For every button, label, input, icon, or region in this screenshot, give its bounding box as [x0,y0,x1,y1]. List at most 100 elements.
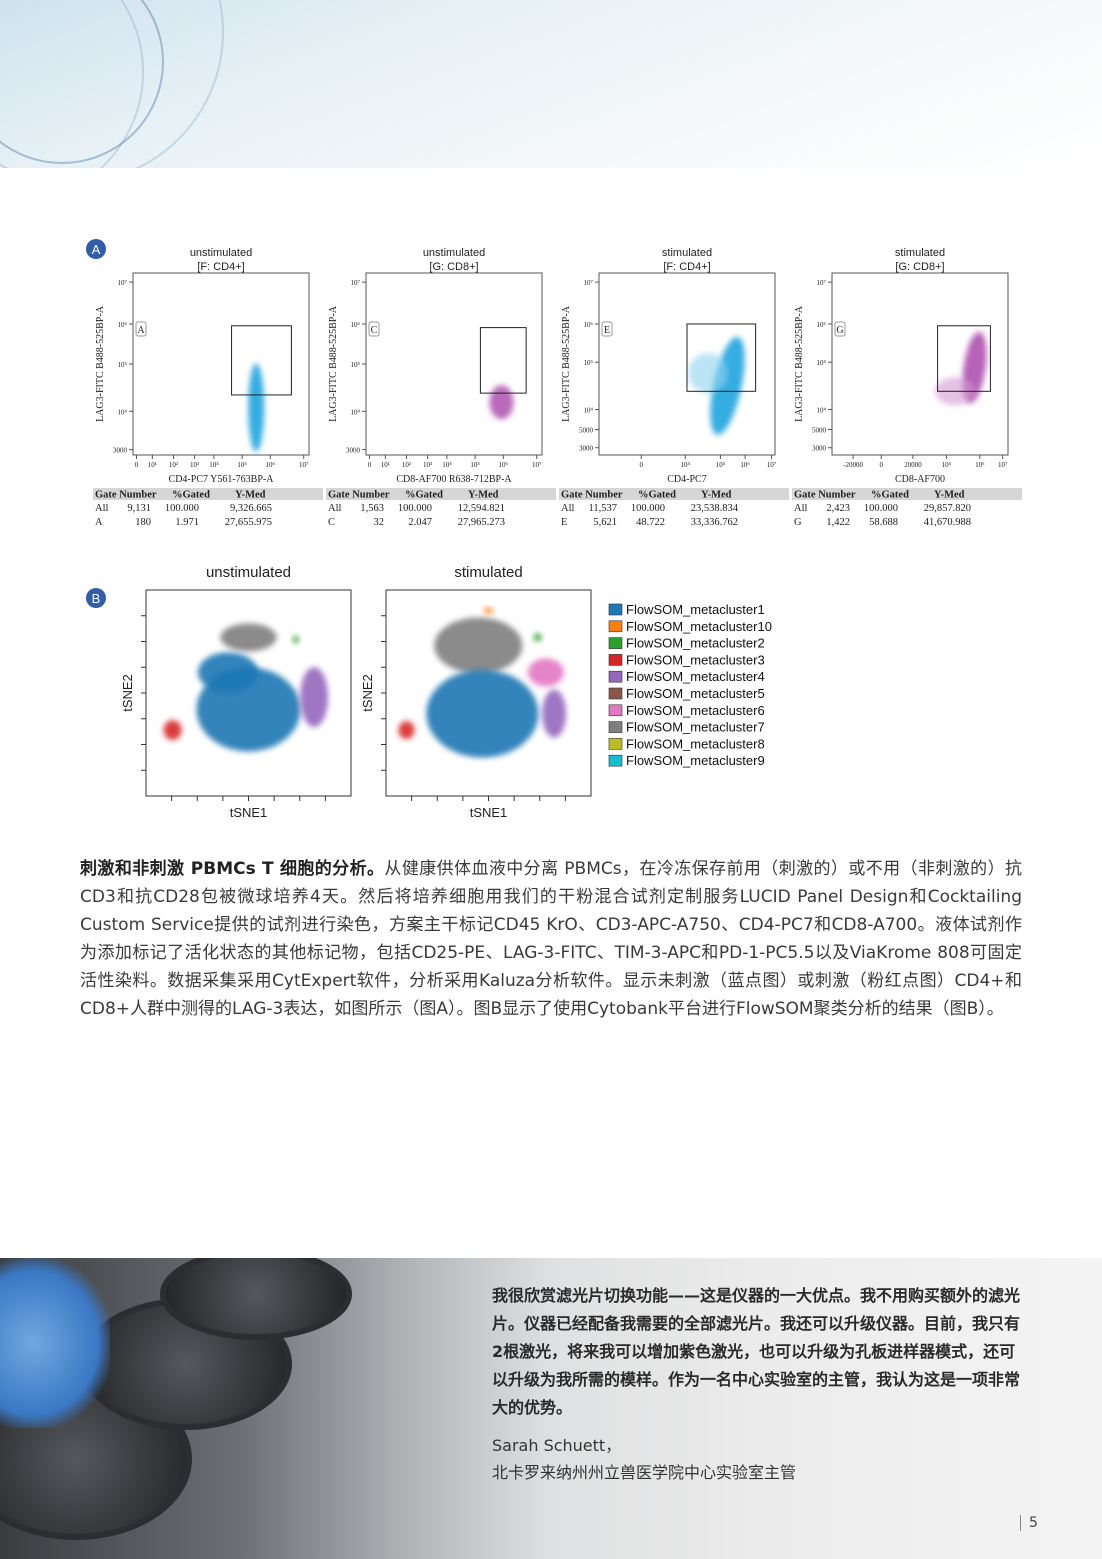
table-cell: 1,563 [360,503,384,514]
table-cell: 32 [374,517,385,528]
table-header-bg [93,488,323,500]
table-header: Y-Med [468,490,499,501]
table-header-bg [559,488,789,500]
y-tick-label: 10⁵ [118,361,128,369]
y-tick-label: 10⁵ [817,359,827,367]
plot-title: stimulated [895,247,945,259]
table-header: Gate Number [328,490,390,501]
table-header: Y-Med [701,490,732,501]
table-cell: A [95,517,103,528]
panel-badge [86,239,106,259]
x-axis-label: tSNE1 [470,805,508,820]
y-tick-label: 10⁴ [817,407,827,415]
panel-label: B [92,591,101,606]
plot-frame [132,272,310,456]
legend-swatch [608,637,623,649]
table-cell: 29,857.820 [924,503,971,514]
y-axis-label: tSNE2 [360,674,375,712]
legend-swatch [608,704,623,717]
x-tick-label: 10¹ [148,461,157,469]
x-tick-label: 10⁶ [266,461,276,469]
x-tick-label: 10⁴ [442,461,452,469]
y-tick-label: 10⁶ [351,321,361,329]
x-tick-label: 0 [880,461,884,469]
y-tick-label: 10⁴ [351,408,361,416]
table-header: Gate Number [95,490,157,501]
legend-label: FlowSOM_metacluster10 [626,619,772,634]
x-tick-label: 10⁷ [767,461,777,469]
plot-title: stimulated [454,564,522,581]
plot-title: unstimulated [423,247,485,259]
y-tick-label: 10⁶ [584,321,594,329]
x-tick-label: 0 [368,461,372,469]
gate-letter: C [371,325,378,336]
y-axis-label: LAG3-FITC B488-525BP-A [561,305,572,422]
legend-label: FlowSOM_metacluster7 [626,720,765,735]
caption-lead: 刺激和非刺激 PBMCs T 细胞的分析。 [80,859,385,879]
quote-role: 北卡罗来纳州州立兽医学院中心实验室主管 [492,1463,797,1482]
x-tick-label: 10⁵ [470,461,480,469]
x-axis-label: tSNE1 [230,805,268,820]
cluster-cloud [426,669,539,758]
y-tick-label: 10⁷ [584,279,594,287]
x-tick-label: 10² [169,461,178,469]
table-cell: 58.688 [869,517,898,528]
table-cell: 180 [135,517,151,528]
cluster-cloud [483,607,494,614]
x-tick-label: 10³ [190,461,199,469]
x-tick-label: 10⁵ [237,461,247,469]
cluster-cloud [542,689,567,738]
table-cell: 41,670.988 [924,517,971,528]
table-cell: 33,336.762 [691,517,738,528]
legend-label: FlowSOM_metacluster8 [626,736,765,751]
caption-text: 从健康供体血液中分离 PBMCs，在冷冻保存前用（刺激的）或不用（非刺激的）抗C… [80,859,1022,1019]
plot-gate: [F: CD4+] [197,261,244,273]
table-cell: G [794,517,802,528]
x-axis-label: CD8-AF700 [895,474,945,485]
gate-box [686,323,757,392]
x-axis-label: CD4-PC7 Y561-763BP-A [169,474,275,485]
y-tick-label: 10⁴ [584,407,594,415]
table-cell: 11,537 [589,503,618,514]
table-cell: 1.971 [175,517,199,528]
table-cell: All [95,503,109,514]
table-cell: 1,422 [826,517,850,528]
table-cell: All [794,503,808,514]
x-tick-label: 10⁶ [975,461,985,469]
y-tick-label: 10⁶ [118,321,128,329]
gate-letter-box [834,321,846,337]
legend-label: FlowSOM_metacluster9 [626,753,765,768]
table-header: Y-Med [934,490,965,501]
gate-box [479,327,527,394]
quote: 我很欣赏滤光片切换功能——这是仪器的一大优点。我不用购买额外的滤光片。仪器已经配… [492,1286,1021,1417]
y-axis-label: tSNE2 [120,674,135,712]
y-axis-label: LAG3-FITC B488-525BP-A [794,305,805,422]
plot-gate: [G: CD8+] [895,261,944,273]
cluster-cloud [198,652,258,693]
gate-letter: E [604,325,610,336]
y-tick-label: 10⁵ [584,359,594,367]
caption: 刺激和非刺激 PBMCs T 细胞的分析。从健康供体血液中分离 PBMCs，在冷… [80,855,1022,1023]
table-cell: 100.000 [165,503,199,514]
plot-title: unstimulated [206,564,291,581]
cell-cloud [489,385,514,420]
legend-swatch [608,620,623,633]
header-image [0,0,1102,168]
panel-label: A [92,242,101,257]
table-header: %Gated [172,490,210,501]
table-cell: All [561,503,575,514]
plot-title: unstimulated [190,247,252,259]
x-tick-label: 0 [639,461,643,469]
plot-gate: [G: CD8+] [429,261,478,273]
cluster-cloud [292,635,299,644]
legend-swatch [608,654,623,666]
table-cell: 100.000 [398,503,432,514]
quote-author: Sarah Schuett， [492,1436,622,1455]
legend-swatch [608,754,623,767]
table-cell: 12,594.821 [458,503,505,514]
gate-letter: G [836,325,843,336]
plot-frame [365,272,543,456]
table-header-bg [792,488,1022,500]
table-cell: 9,131 [127,503,151,514]
